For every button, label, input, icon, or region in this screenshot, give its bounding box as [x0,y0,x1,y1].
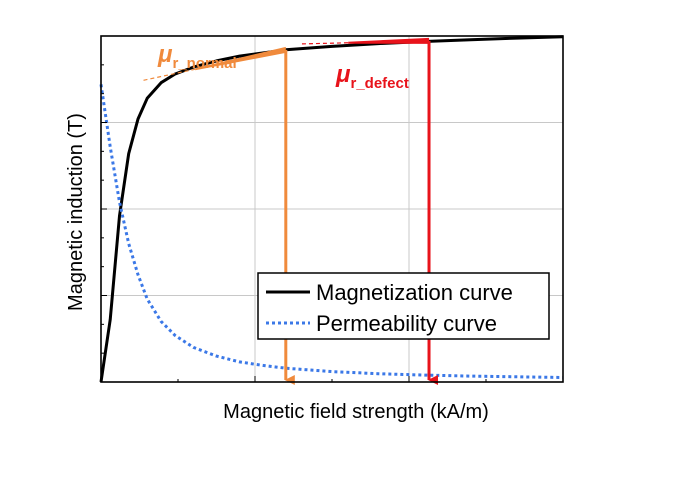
series-line-magnetization [99,35,564,383]
legend-box [257,272,550,340]
tangent-wedge-defect [348,37,430,44]
legend: Magnetization curve Permeability curve [257,272,550,340]
mu-defect-label: μr_defect [335,61,409,92]
legend-label-permeability: Permeability curve [316,311,497,336]
legend-label-magnetization: Magnetization curve [316,280,513,305]
series-line-permeability [99,84,564,379]
plot-frame [100,35,564,383]
series-layer [99,35,564,383]
mu-normal-symbol: μ [157,41,173,68]
y-axis-title: Magnetic induction (T) [65,113,87,311]
x-axis-title: Magnetic field strength (kA/m) [223,401,489,423]
mu-normal-label: μr_normal [157,41,237,72]
tangent-dashed-defect [301,42,354,45]
tangent-dashed-normal [143,67,202,81]
mu-defect-symbol: μ [335,61,351,88]
mu-normal-subscript: r_normal [172,55,236,72]
tangent-wedge-normal [195,46,286,71]
mu-defect-subscript: r_defect [350,75,408,92]
